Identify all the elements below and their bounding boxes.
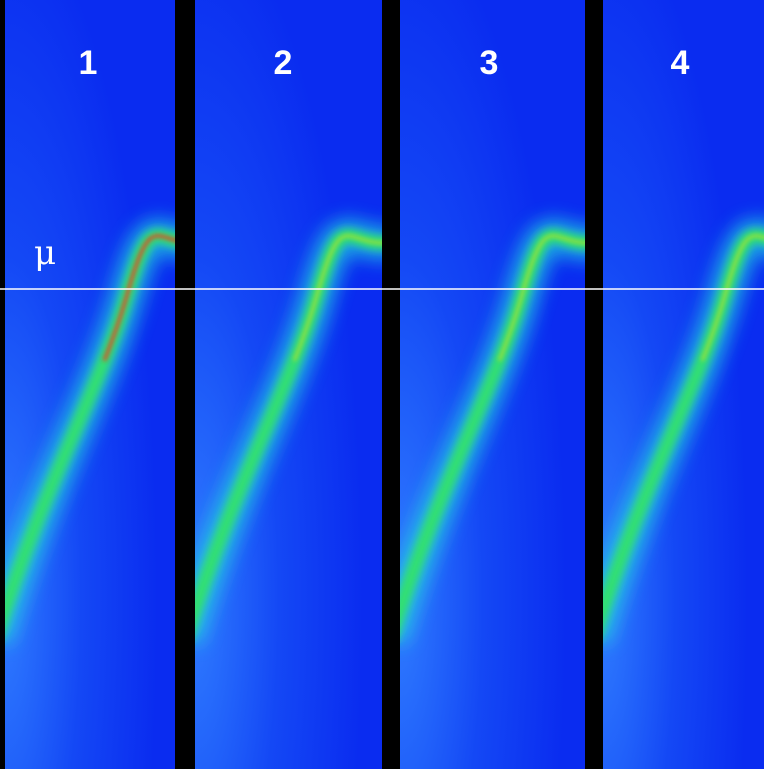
panel-label: 1	[79, 44, 98, 82]
panel-label: 4	[671, 44, 690, 82]
panel-label: 2	[274, 44, 293, 82]
panel-label: 3	[480, 44, 499, 82]
band-core	[195, 233, 382, 616]
panel	[603, 0, 764, 769]
panel	[5, 0, 175, 769]
panel	[400, 0, 585, 769]
band-core	[5, 233, 175, 616]
band-core	[603, 233, 764, 616]
panel	[195, 0, 382, 769]
band-core	[400, 233, 585, 616]
mu-label: μ	[34, 233, 56, 273]
